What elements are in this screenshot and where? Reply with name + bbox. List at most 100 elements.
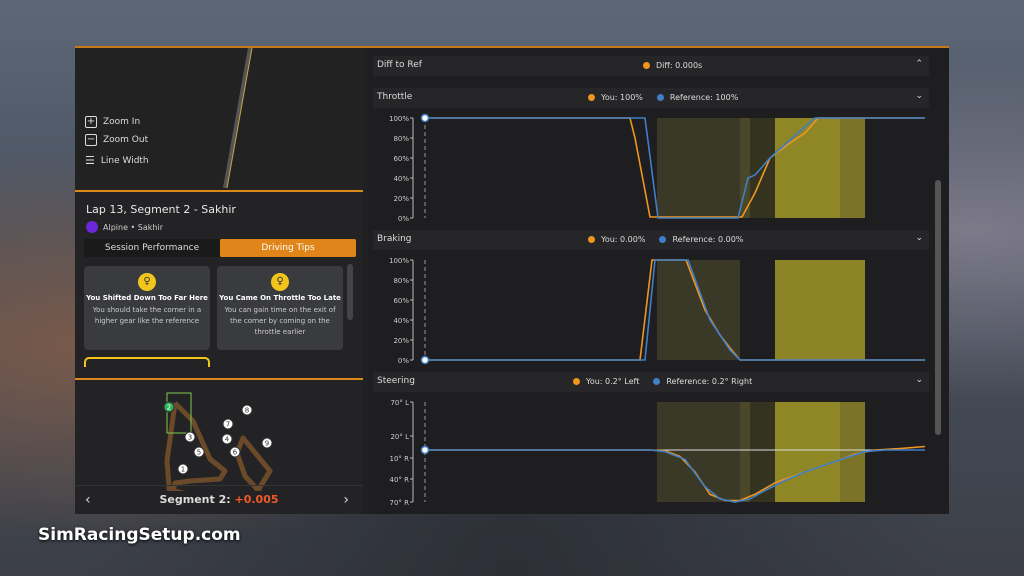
zoom-in-button[interactable]: + Zoom In: [85, 116, 140, 128]
highlight-band: [750, 118, 775, 218]
telemetry-scrollbar[interactable]: [935, 180, 941, 435]
series-line-reference: [425, 449, 925, 503]
highlight-band: [840, 118, 865, 218]
track-marker: [241, 404, 253, 416]
y-tick-label: 70° L: [390, 399, 409, 407]
tip-card-partial[interactable]: [84, 357, 210, 367]
diff-header[interactable]: Diff to Ref Diff: 0.000s ⌃: [373, 56, 929, 76]
tab-session-performance[interactable]: Session Performance: [84, 239, 220, 257]
track-marker-label: 4: [225, 436, 230, 444]
tab-bar: Session Performance Driving Tips: [84, 239, 356, 257]
tab-driving-tips[interactable]: Driving Tips: [220, 239, 356, 257]
track-marker: [261, 437, 273, 449]
reference-dot-icon: [653, 378, 661, 385]
y-tick-label: 60%: [393, 297, 409, 305]
y-tick-label: 100%: [389, 257, 409, 265]
cursor-handle: [420, 445, 430, 455]
line-width-label: Line Width: [100, 155, 149, 166]
y-tick-label: 40° R: [390, 476, 410, 484]
segment-nav: ‹ Segment 2: +0.005 ›: [75, 485, 363, 515]
track-marker: [163, 401, 175, 413]
y-tick-label: 0%: [398, 215, 409, 223]
highlight-band: [740, 118, 750, 218]
tip-description: You should take the corner in a higher g…: [92, 306, 202, 325]
chart-braking[interactable]: 100% 80% 60% 40% 20% 0%: [368, 254, 949, 374]
highlight-band: [840, 402, 865, 502]
track-marker: [193, 446, 205, 458]
car-info: Alpine • Sakhir: [86, 221, 163, 233]
chart-header-throttle[interactable]: Throttle You: 100% Reference: 100% ⌄: [373, 88, 929, 108]
reference-dot-icon: [656, 94, 664, 101]
y-tick-label: 10° R: [390, 455, 410, 463]
highlight-band: [775, 260, 865, 360]
tip-card[interactable]: ♀ You Came On Throttle Too Late You can ga…: [217, 266, 343, 350]
lightbulb-icon: ♀: [138, 273, 156, 291]
highlight-band: [740, 402, 750, 502]
chevron-up-icon[interactable]: ⌃: [915, 59, 923, 69]
y-tick-label: 60%: [393, 155, 409, 163]
you-dot-icon: [573, 378, 580, 385]
track-marker-label: 2: [167, 404, 171, 412]
track-marker: [222, 418, 234, 430]
tip-description: You can gain time on the exit of the cor…: [224, 306, 336, 336]
lightbulb-icon: ♀: [271, 273, 289, 291]
y-tick-label: 80%: [393, 135, 409, 143]
highlight-band: [657, 402, 740, 502]
chevron-down-icon[interactable]: ⌄: [915, 91, 923, 101]
track-marker: [229, 446, 241, 458]
track-marker-label: 9: [265, 440, 269, 448]
y-tick-label: 70° R: [390, 499, 410, 507]
track-marker-label: 8: [245, 407, 249, 415]
y-tick-label: 40%: [393, 175, 409, 183]
y-tick-label: 20%: [393, 195, 409, 203]
chart-steering[interactable]: 70° L 20° L 10° R 40° R 70° R: [368, 396, 949, 516]
track-map[interactable]: 1 2 3 4 5 6 7 8 9: [75, 381, 363, 491]
divider: [75, 378, 363, 380]
tip-card[interactable]: ♀ You Shifted Down Too Far Here You should…: [84, 266, 210, 350]
track-marker-label: 5: [197, 449, 201, 457]
telemetry-app: + Zoom In − Zoom Out ☰ Line Width Lap 13, S…: [75, 46, 949, 514]
chart-header-braking[interactable]: Braking You: 0.00% Reference: 0.00% ⌄: [373, 230, 929, 250]
highlight-band: [657, 118, 740, 218]
series-line-reference: [425, 117, 925, 219]
legend-reference: Reference: 100%: [669, 93, 739, 102]
track-marker-label: 3: [188, 434, 192, 442]
next-segment-button[interactable]: ›: [343, 492, 349, 508]
chevron-down-icon[interactable]: ⌄: [915, 375, 923, 385]
line-width-button[interactable]: ☰ Line Width: [85, 154, 149, 167]
tip-title: You Shifted Down Too Far Here: [86, 294, 208, 302]
watermark: SimRacingSetup.com: [38, 525, 241, 545]
line-width-icon: ☰: [85, 154, 95, 167]
tip-title: You Came On Throttle Too Late: [219, 294, 341, 302]
prev-segment-button[interactable]: ‹: [85, 492, 91, 508]
chart-title: Throttle: [377, 92, 413, 102]
left-panel: + Zoom In − Zoom Out ☰ Line Width Lap 13, S…: [75, 48, 363, 514]
chart-header-steering[interactable]: Steering You: 0.2° Left Reference: 0.2° …: [373, 372, 929, 392]
segment-delta: +0.005: [234, 493, 279, 506]
legend-you: You: 0.2° Left: [586, 377, 640, 386]
cursor-handle: [420, 113, 430, 123]
you-dot-icon: [588, 94, 595, 101]
legend-you: You: 100%: [601, 93, 643, 102]
cursor-handle: [420, 355, 430, 365]
chevron-down-icon[interactable]: ⌄: [915, 233, 923, 243]
zoom-out-button[interactable]: − Zoom Out: [85, 134, 148, 146]
minus-icon: −: [85, 134, 97, 146]
y-tick-label: 100%: [389, 115, 409, 123]
y-tick-label: 0%: [398, 357, 409, 365]
track-marker: [184, 431, 196, 443]
highlight-band: [775, 402, 840, 502]
alpine-logo-icon: [86, 221, 98, 233]
chart-throttle[interactable]: 100% 80% 60% 40% 20% 0%: [368, 112, 949, 232]
map-zoom-view[interactable]: + Zoom In − Zoom Out ☰ Line Width: [75, 48, 363, 190]
series-line-you: [425, 117, 925, 218]
lap-title: Lap 13, Segment 2 - Sakhir: [86, 203, 236, 216]
you-dot-icon: [588, 236, 595, 243]
divider: [75, 190, 363, 192]
legend-reference: Reference: 0.00%: [672, 235, 744, 244]
y-tick-label: 20° L: [390, 433, 409, 441]
series-line-reference: [425, 259, 925, 361]
tips-scrollbar[interactable]: [347, 264, 353, 320]
car-label: Alpine • Sakhir: [103, 222, 163, 232]
highlight-band: [775, 118, 840, 218]
